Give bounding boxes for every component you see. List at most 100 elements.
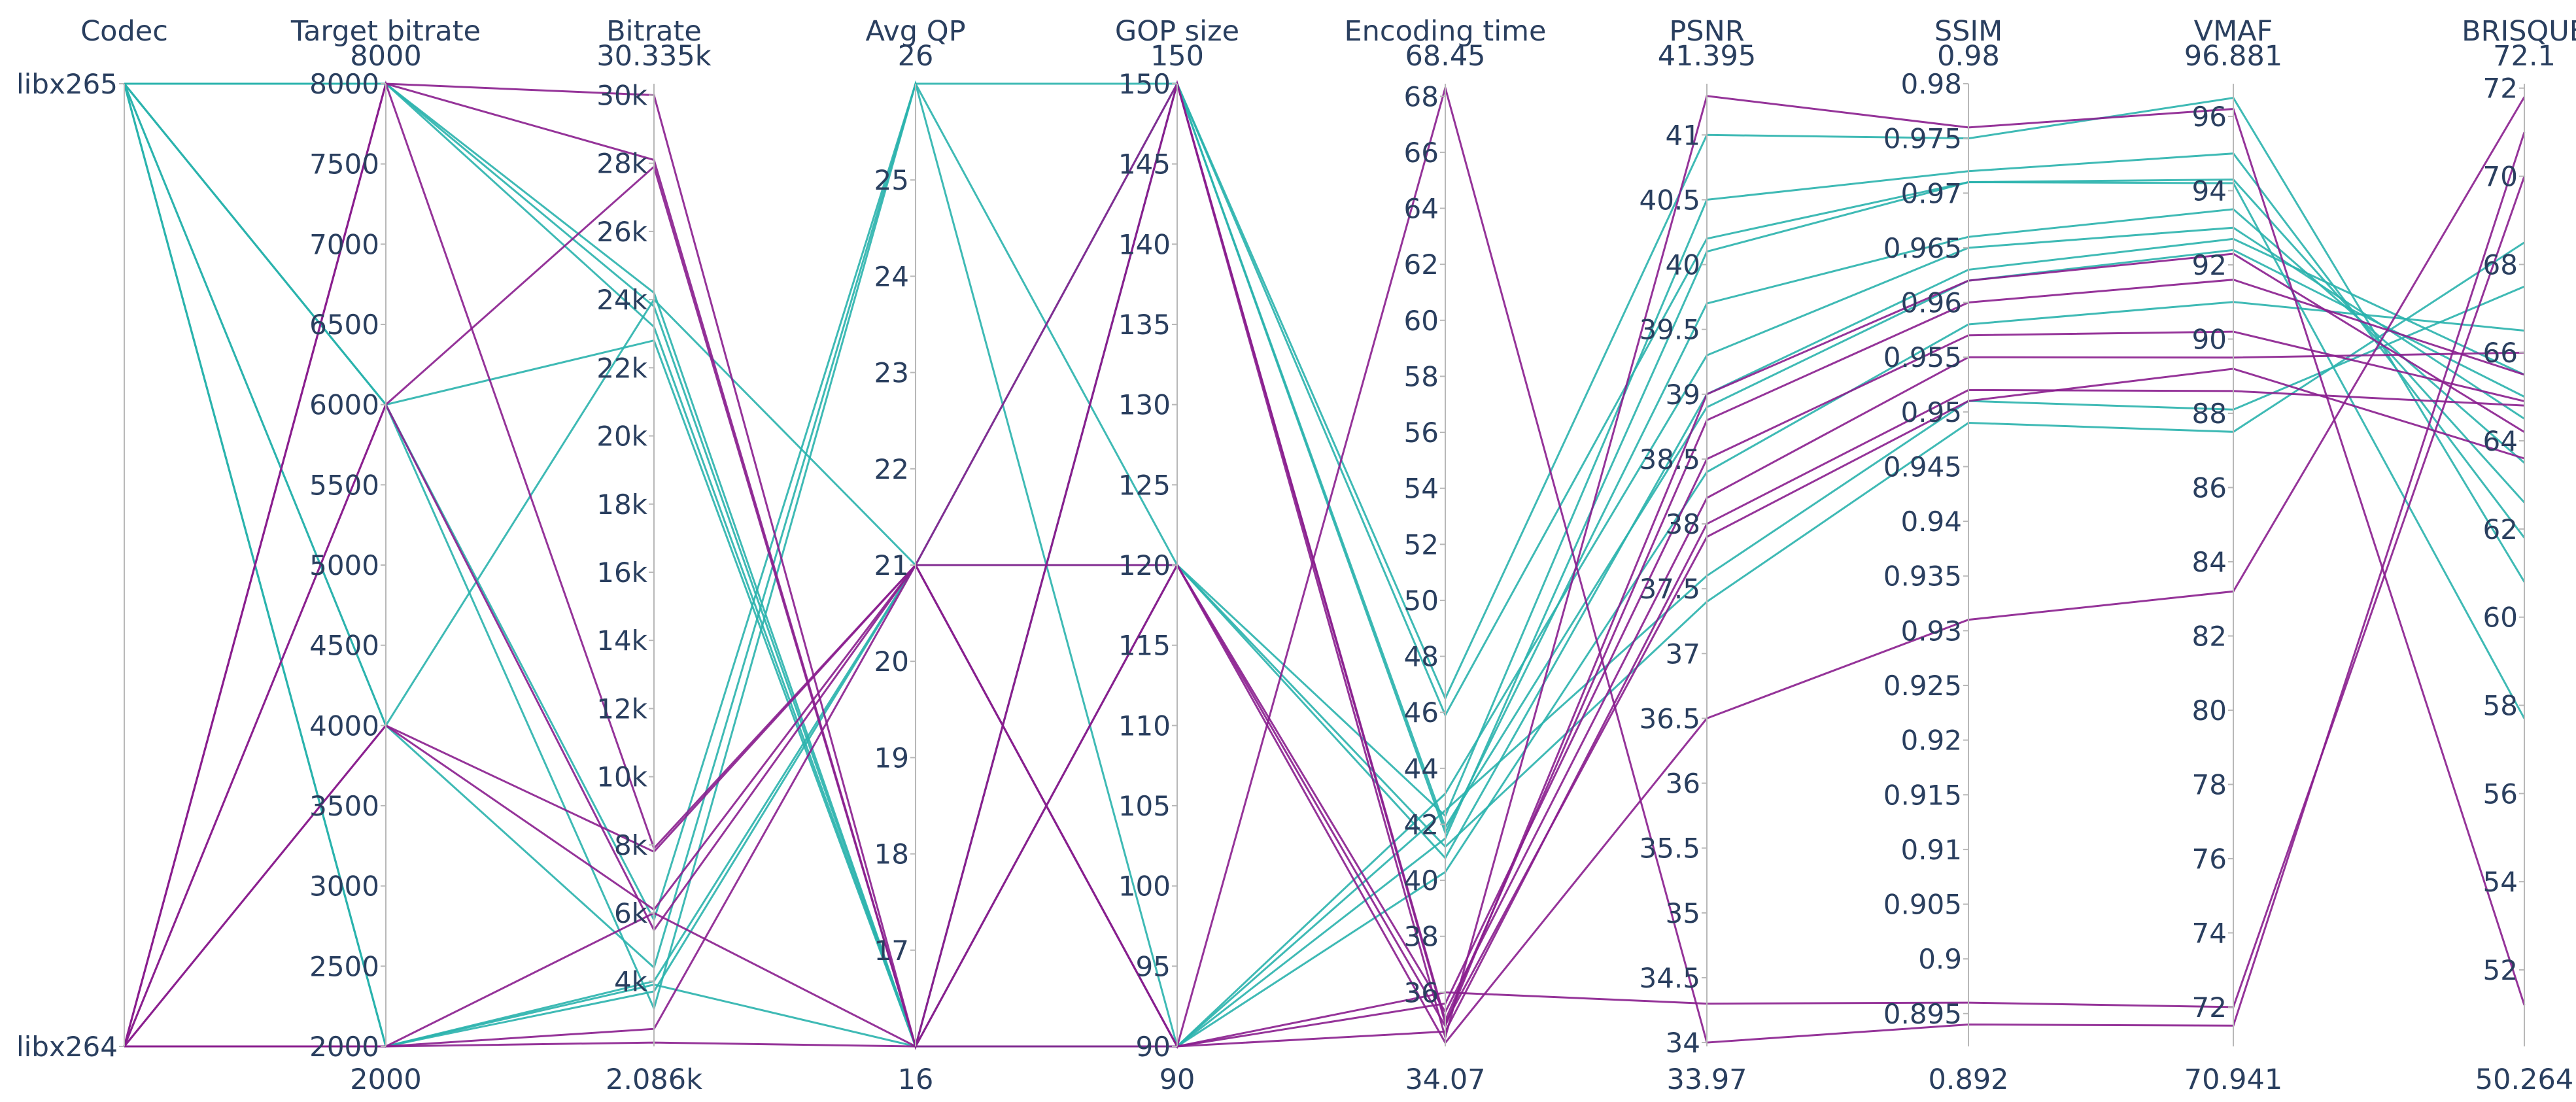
- axis-title-vmaf: VMAF: [2194, 15, 2273, 48]
- axis-title-gop: GOP size: [1115, 15, 1239, 48]
- tick-label-bitrate: 10k: [596, 761, 647, 793]
- tick-label-target: 6000: [309, 389, 379, 421]
- series-line-18: [123, 81, 2525, 1047]
- tick-label-gop: 130: [1118, 389, 1171, 421]
- tick-label-codec: libx264: [16, 1031, 118, 1063]
- tick-label-ssim: 0.965: [1883, 232, 1962, 264]
- tick-label-brisque: 54: [2483, 866, 2518, 898]
- tick-label-vmaf: 86: [2192, 472, 2227, 504]
- tick-label-psnr: 34.5: [1639, 962, 1700, 994]
- tick-label-time: 42: [1404, 808, 1439, 840]
- tick-label-time: 36: [1404, 976, 1439, 1008]
- tick-label-vmaf: 74: [2192, 917, 2227, 949]
- axis-max-label-bitrate: 30.335k: [596, 40, 711, 73]
- tick-label-time: 44: [1404, 753, 1439, 785]
- tick-label-psnr: 35.5: [1639, 833, 1700, 865]
- axis-min-label-target: 2000: [350, 1063, 421, 1096]
- tick-label-vmaf: 84: [2192, 546, 2227, 578]
- axis-title-psnr: PSNR: [1669, 15, 1744, 48]
- tick-label-target: 5500: [309, 469, 379, 501]
- tick-label-qp: 23: [874, 357, 909, 389]
- tick-label-bitrate: 4k: [614, 965, 648, 997]
- tick-label-ssim: 0.925: [1883, 670, 1962, 702]
- tick-label-time: 64: [1404, 193, 1439, 225]
- tick-label-vmaf: 88: [2192, 398, 2227, 430]
- tick-label-bitrate: 24k: [596, 284, 647, 316]
- axis-title-brisque: BRISQUE: [2462, 15, 2576, 48]
- tick-label-bitrate: 30k: [596, 79, 647, 111]
- tick-label-time: 54: [1404, 473, 1439, 505]
- axis-min-label-psnr: 33.97: [1666, 1063, 1747, 1096]
- axis-gop: GOP size15090909510010511011512012513013…: [1115, 15, 1239, 1096]
- tick-label-gop: 90: [1136, 1031, 1171, 1063]
- axis-target: Target bitrate80002000200025003000350040…: [290, 15, 481, 1096]
- axis-title-ssim: SSIM: [1934, 15, 2002, 48]
- tick-label-ssim: 0.95: [1900, 396, 1962, 428]
- series-line-6: [123, 80, 2525, 1048]
- axis-title-bitrate: Bitrate: [606, 15, 702, 48]
- tick-label-bitrate: 6k: [614, 897, 648, 929]
- tick-label-gop: 100: [1118, 870, 1171, 903]
- tick-label-psnr: 41: [1666, 119, 1700, 151]
- tick-label-ssim: 0.9: [1918, 943, 1962, 975]
- tick-label-gop: 105: [1118, 790, 1171, 822]
- tick-label-target: 5000: [309, 549, 379, 581]
- tick-label-ssim: 0.905: [1883, 889, 1962, 921]
- axis-max-label-qp: 26: [898, 40, 934, 73]
- tick-label-ssim: 0.91: [1900, 834, 1962, 866]
- tick-label-psnr: 38.5: [1639, 443, 1700, 475]
- tick-label-brisque: 68: [2483, 249, 2518, 281]
- tick-label-brisque: 70: [2483, 161, 2518, 193]
- tick-label-time: 58: [1404, 360, 1439, 392]
- tick-label-ssim: 0.895: [1883, 998, 1962, 1030]
- axis-title-target: Target bitrate: [290, 15, 481, 48]
- axis-min-label-time: 34.07: [1405, 1063, 1485, 1096]
- tick-label-qp: 17: [874, 935, 909, 967]
- tick-label-bitrate: 18k: [596, 489, 647, 521]
- tick-label-psnr: 38: [1666, 508, 1700, 540]
- tick-label-vmaf: 92: [2192, 249, 2227, 281]
- tick-label-ssim: 0.98: [1900, 68, 1962, 100]
- axis-ssim: SSIM0.980.8920.8950.90.9050.910.9150.920…: [1883, 15, 2009, 1096]
- tick-label-brisque: 58: [2483, 690, 2518, 722]
- tick-label-vmaf: 78: [2192, 768, 2227, 801]
- tick-label-vmaf: 94: [2192, 175, 2227, 207]
- series-line-13: [123, 82, 2525, 1049]
- tick-label-qp: 20: [874, 646, 909, 678]
- tick-label-brisque: 72: [2483, 73, 2518, 105]
- tick-label-ssim: 0.975: [1883, 123, 1962, 155]
- series-line-15: [123, 80, 2525, 1050]
- axis-max-label-target: 8000: [350, 40, 421, 73]
- tick-label-time: 60: [1404, 305, 1439, 337]
- tick-label-gop: 110: [1118, 710, 1171, 742]
- axis-min-label-brisque: 50.264: [2475, 1063, 2573, 1096]
- tick-label-gop: 95: [1136, 950, 1171, 982]
- tick-label-bitrate: 14k: [596, 625, 647, 657]
- axis-min-label-qp: 16: [898, 1063, 934, 1096]
- tick-label-vmaf: 82: [2192, 620, 2227, 652]
- tick-label-brisque: 52: [2483, 954, 2518, 986]
- tick-label-time: 68: [1404, 80, 1439, 112]
- tick-label-ssim: 0.92: [1900, 725, 1962, 757]
- series-line-14: [123, 80, 2525, 1048]
- tick-label-time: 62: [1404, 249, 1439, 281]
- tick-label-brisque: 56: [2483, 778, 2518, 810]
- tick-label-psnr: 39.5: [1639, 314, 1700, 346]
- tick-label-psnr: 40.5: [1639, 184, 1700, 216]
- tick-label-codec: libx265: [16, 68, 118, 100]
- series-line-10: [123, 83, 2525, 1048]
- axis-max-label-ssim: 0.98: [1937, 40, 2000, 73]
- tick-label-psnr: 39: [1666, 379, 1700, 411]
- tick-label-vmaf: 76: [2192, 843, 2227, 875]
- tick-label-time: 52: [1404, 528, 1439, 560]
- tick-label-ssim: 0.955: [1883, 341, 1962, 373]
- tick-label-vmaf: 80: [2192, 695, 2227, 727]
- tick-label-ssim: 0.915: [1883, 779, 1962, 811]
- tick-label-bitrate: 22k: [596, 352, 647, 384]
